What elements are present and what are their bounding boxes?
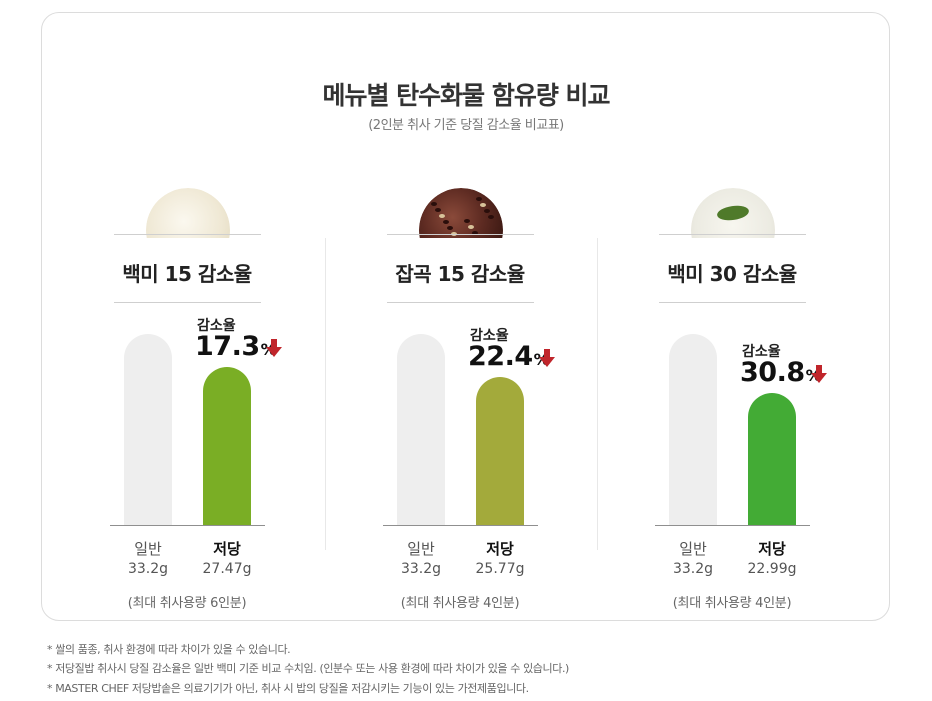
- bar-low-sugar: [748, 392, 796, 525]
- title-rule-bottom: [387, 302, 534, 303]
- reduction-label: 감소율: [470, 327, 509, 344]
- footnote: * 저당질밥 취사시 당질 감소율은 일반 백미 기준 비교 수치임. (인분수…: [47, 662, 569, 675]
- page-title: 메뉴별 탄수화물 함유량 비교: [322, 81, 610, 110]
- down-arrow-head: [266, 347, 282, 358]
- grain-dot: [447, 226, 453, 230]
- reduction-label: 감소율: [197, 318, 236, 335]
- title-rule-top: [114, 234, 261, 235]
- value-label: 25.77g: [475, 561, 525, 577]
- down-arrow-icon: [544, 348, 550, 357]
- footnote: * MASTER CHEF 저당밥솥은 의료기기가 아닌, 취사 시 밥의 당질…: [47, 682, 529, 695]
- capacity-note: (최대 취사용량 6인분): [127, 596, 247, 611]
- bar-low-sugar: [203, 367, 251, 525]
- grain-dot: [431, 202, 437, 206]
- bar-normal: [124, 334, 172, 525]
- bar-low-sugar: [476, 376, 524, 525]
- down-arrow-icon: [271, 339, 277, 348]
- value-label: 33.2g: [672, 561, 714, 577]
- grain-dot: [468, 225, 474, 229]
- bar-normal: [669, 334, 717, 525]
- reduction-label: 감소율: [742, 343, 781, 360]
- grain-dot: [443, 220, 449, 224]
- category-label: 저당: [486, 540, 514, 558]
- panel-title: 잡곡 15 감소율: [395, 262, 525, 286]
- reduction-number: 30.8: [740, 356, 805, 388]
- category-label: 저당: [213, 540, 241, 558]
- down-arrow-icon: [816, 364, 822, 373]
- category-label: 저당: [758, 540, 786, 558]
- bar-normal: [397, 334, 445, 525]
- grain-dot: [464, 219, 470, 223]
- page-subtitle: (2인분 취사 기준 당질 감소율 비교표): [368, 118, 564, 133]
- panel-title: 백미 30 감소율: [667, 262, 797, 286]
- chart-baseline: [110, 525, 265, 526]
- panel-divider: [597, 238, 598, 550]
- category-label: 일반: [679, 540, 707, 558]
- reduction-value: 17.3%: [195, 331, 277, 363]
- reduction-value: 22.4%: [468, 340, 550, 372]
- down-arrow-head: [811, 372, 827, 383]
- reduction-number: 22.4: [468, 340, 533, 372]
- grain-dot: [472, 231, 478, 235]
- category-label: 일반: [134, 540, 162, 558]
- reduction-number: 17.3: [195, 331, 260, 363]
- capacity-note: (최대 취사용량 4인분): [400, 596, 520, 611]
- grain-dot: [488, 215, 494, 219]
- footnote: * 쌀의 품종, 취사 환경에 따라 차이가 있을 수 있습니다.: [47, 643, 291, 656]
- chart-baseline: [383, 525, 538, 526]
- capacity-note: (최대 취사용량 4인분): [672, 596, 792, 611]
- title-rule-bottom: [114, 302, 261, 303]
- title-rule-top: [659, 234, 806, 235]
- panel-divider: [325, 238, 326, 550]
- title-rule-bottom: [659, 302, 806, 303]
- down-arrow-head: [539, 356, 555, 367]
- reduction-value: 30.8%: [740, 356, 822, 388]
- title-rule-top: [387, 234, 534, 235]
- value-label: 33.2g: [400, 561, 442, 577]
- grain-dot: [476, 197, 482, 201]
- grain-dot: [439, 214, 445, 218]
- value-label: 33.2g: [127, 561, 169, 577]
- value-label: 22.99g: [747, 561, 797, 577]
- basil-leaf-icon: [716, 203, 750, 223]
- grain-dot: [427, 196, 433, 200]
- grain-dot: [435, 208, 441, 212]
- panel-title: 백미 15 감소율: [122, 262, 252, 286]
- category-label: 일반: [407, 540, 435, 558]
- chart-baseline: [655, 525, 810, 526]
- value-label: 27.47g: [202, 561, 252, 577]
- grain-dot: [480, 203, 486, 207]
- grain-dot: [484, 209, 490, 213]
